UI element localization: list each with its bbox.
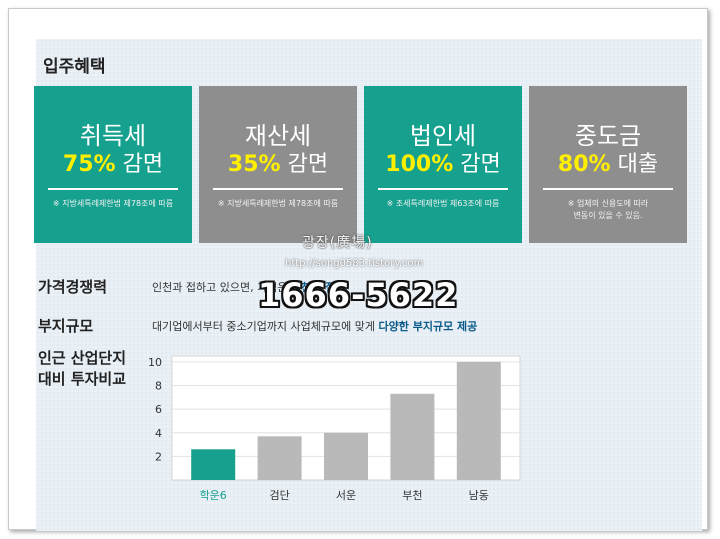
x-tick-label: 서운 xyxy=(336,489,356,502)
y-tick-label: 8 xyxy=(155,380,162,393)
watermark-phone: 1666-5622 xyxy=(258,276,459,314)
y-tick-label: 6 xyxy=(155,403,162,416)
x-tick-label: 학운6 xyxy=(200,489,227,502)
investment-comparison-chart: 2 4 6 8 10 학운6 검단 서운 부천 남동 xyxy=(140,350,530,510)
card-note: ※ 지방세특례제한법 제78조에 따름 xyxy=(217,199,339,208)
card-divider xyxy=(48,188,178,190)
price-competitiveness-text: 인천과 접하고 있으면, 가격은 인천의 절반 xyxy=(152,281,346,294)
site-size-text: 대기업에서부터 중소기업까지 사업체규모에 맞게 다양한 부지규모 제공 xyxy=(152,320,478,333)
x-tick-label: 남동 xyxy=(469,489,489,502)
bar xyxy=(456,361,501,480)
card-divider xyxy=(213,188,343,190)
card-divider xyxy=(378,188,508,190)
bar-chart-svg: 2 4 6 8 10 학운6 검단 서운 부천 남동 xyxy=(148,355,521,502)
card-benefit: 80% 대출 xyxy=(557,152,659,177)
bar xyxy=(191,449,236,480)
card-title: 취득세 xyxy=(79,122,147,150)
card-note: ※ 업체의 신용도에 따라 변동이 있을 수 있음. xyxy=(567,199,649,220)
benefit-card-interim-loan: 중도금 80% 대출 ※ 업체의 신용도에 따라 변동이 있을 수 있음. xyxy=(529,86,687,243)
chart-label: 인근 산업단지 대비 투자비교 xyxy=(38,348,126,390)
card-note: ※ 지방세특례제한법 제78조에 따름 xyxy=(52,199,174,208)
x-tick-label: 검단 xyxy=(269,489,289,502)
site-size-label: 부지규모 xyxy=(38,317,94,335)
bar xyxy=(257,436,302,480)
bar xyxy=(390,393,435,480)
section-title: 입주혜택 xyxy=(43,57,106,77)
card-title: 법인세 xyxy=(409,122,477,150)
card-note: ※ 조세특례제한법 제63조에 따름 xyxy=(386,199,500,208)
watermark-url: http://song0583.tistory.com xyxy=(285,258,424,269)
card-benefit: 100% 감면 xyxy=(385,152,501,177)
y-tick-label: 10 xyxy=(148,356,162,369)
bar xyxy=(324,432,368,480)
y-tick-label: 4 xyxy=(155,427,162,440)
card-title: 중도금 xyxy=(574,122,642,150)
card-benefit: 75% 감면 xyxy=(62,152,164,177)
price-competitiveness-label: 가격경쟁력 xyxy=(38,278,108,296)
benefit-card-acquisition-tax: 취득세 75% 감면 ※ 지방세특례제한법 제78조에 따름 xyxy=(34,86,192,243)
card-title: 재산세 xyxy=(244,122,312,150)
x-tick-label: 부천 xyxy=(402,488,422,502)
benefit-card-corporate-tax: 법인세 100% 감면 ※ 조세특례제한법 제63조에 따름 xyxy=(364,86,522,243)
y-tick-label: 2 xyxy=(155,450,162,463)
chart-label-line-2: 대비 투자비교 xyxy=(38,370,127,388)
card-benefit: 35% 감면 xyxy=(227,152,329,177)
benefit-card-property-tax: 재산세 35% 감면 ※ 지방세특례제한법 제78조에 따름 xyxy=(199,86,357,243)
card-divider xyxy=(543,188,673,190)
chart-label-line-1: 인근 산업단지 xyxy=(38,349,127,367)
watermark-name: 광장(廣場) xyxy=(302,235,373,251)
